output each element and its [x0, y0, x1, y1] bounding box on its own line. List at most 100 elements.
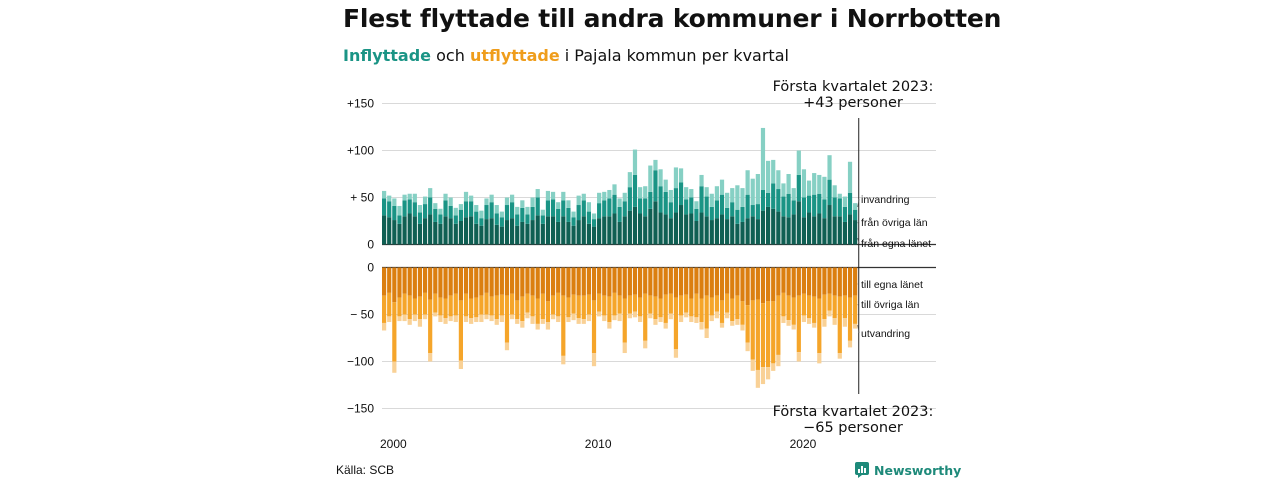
outflow-bar-segment	[382, 295, 387, 323]
outflow-bar-segment	[827, 293, 832, 311]
inflow-bar-segment	[627, 172, 632, 188]
inflow-bar-segment	[397, 215, 402, 224]
inflow-bar-segment	[812, 216, 817, 245]
inflow-bar-segment	[602, 200, 607, 217]
outflow-bar-segment	[791, 324, 796, 330]
inflow-bar-segment	[530, 197, 535, 207]
inflow-bar-segment	[689, 213, 694, 245]
brand-name: Newsworthy	[874, 462, 962, 478]
outflow-bar-segment	[842, 267, 847, 296]
outflow-bar-segment	[448, 316, 453, 322]
outflow-bar-segment	[627, 313, 632, 319]
inflow-bar-segment	[806, 212, 812, 245]
inflow-bar-segment	[504, 205, 510, 221]
outflow-bar-segment	[402, 267, 407, 294]
outflow-bar-segment	[525, 267, 530, 294]
inflow-bar-segment	[817, 174, 822, 194]
inflow-bar-segment	[433, 221, 438, 245]
inflow-bar-segment	[448, 218, 453, 245]
outflow-bar-segment	[540, 293, 545, 320]
inflow-bar-segment	[387, 201, 392, 218]
outflow-bar-segment	[597, 267, 602, 294]
inflow-bar-segment	[801, 197, 807, 218]
inflow-bar-segment	[494, 205, 499, 214]
inflow-bar-segment	[602, 216, 607, 245]
inflow-bar-segment	[453, 223, 458, 245]
outflow-bar-segment	[484, 314, 489, 320]
outflow-bar-segment	[453, 315, 458, 323]
inflow-bar-segment	[458, 221, 463, 245]
outflow-bar-segment	[632, 294, 638, 312]
inflow-bar-segment	[730, 216, 735, 245]
outflow-bar-segment	[730, 298, 735, 322]
inflow-bar-segment	[525, 206, 530, 215]
series-label: till egna länet	[861, 279, 923, 291]
outflow-bar-segment	[643, 267, 648, 294]
inflow-bar-segment	[837, 198, 842, 217]
inflow-bar-segment	[632, 174, 638, 207]
outflow-bar-segment	[581, 319, 586, 324]
inflow-bar-segment	[556, 221, 561, 245]
outflow-bar-segment	[771, 267, 776, 302]
outflow-bar-segment	[735, 267, 740, 296]
outflow-bar-segment	[771, 301, 776, 364]
inflow-bar-segment	[515, 214, 520, 226]
outflow-bar-segment	[755, 267, 760, 300]
outflow-bar-segment	[806, 318, 812, 324]
top-ytick-label: + 50	[350, 191, 374, 205]
outflow-bar-segment	[438, 267, 443, 298]
outflow-bar-segment	[750, 300, 755, 360]
outflow-bar-segment	[709, 297, 714, 316]
outflow-bar-segment	[479, 295, 484, 315]
inflow-bar-segment	[714, 218, 719, 245]
bottom-ytick-label: −100	[347, 355, 374, 369]
outflow-bar-segment	[740, 301, 745, 325]
bottom-ytick-label: 0	[367, 261, 374, 275]
outflow-bar-segment	[591, 353, 597, 367]
outflow-bar-segment	[638, 297, 643, 317]
inflow-bar-segment	[689, 197, 694, 214]
outflow-bar-segment	[586, 314, 591, 322]
outflow-bar-segment	[648, 267, 653, 296]
outflow-bar-segment	[638, 316, 643, 323]
inflow-bar-segment	[735, 223, 740, 245]
outflow-bar-segment	[530, 316, 535, 324]
outflow-bar-segment	[474, 317, 479, 323]
outflow-bar-segment	[458, 267, 463, 301]
outflow-bar-segment	[663, 294, 668, 323]
inflow-bar-segment	[766, 206, 771, 245]
inflow-bar-segment	[438, 208, 443, 215]
outflow-bar-segment	[417, 296, 423, 320]
chart-subtitle: Inflyttade och utflyttade i Pajala kommu…	[343, 46, 789, 65]
outflow-bar-segment	[699, 298, 704, 323]
outflow-bar-segment	[801, 315, 807, 323]
outflow-bar-segment	[776, 295, 781, 355]
outflow-bar-segment	[689, 316, 694, 323]
outflow-bar-segment	[638, 267, 643, 298]
outflow-bar-segment	[550, 295, 556, 315]
inflow-bar-segment	[469, 195, 474, 202]
outflow-bar-segment	[668, 293, 673, 314]
inflow-bar-segment	[796, 201, 801, 245]
outflow-bar-segment	[586, 267, 591, 295]
inflow-bar-segment	[719, 179, 725, 195]
inflow-bar-segment	[417, 205, 423, 213]
outflow-bar-segment	[817, 353, 822, 364]
inflow-bar-segment	[776, 211, 781, 245]
outflow-bar-segment	[740, 267, 745, 302]
outflow-bar-segment	[571, 313, 576, 321]
outflow-bar-segment	[673, 267, 679, 298]
outflow-bar-segment	[704, 328, 709, 338]
outflow-bar-segment	[847, 267, 853, 298]
inflow-bar-segment	[407, 213, 412, 245]
outflow-bar-segment	[561, 295, 566, 356]
outflow-bar-segment	[786, 320, 791, 326]
outflow-bar-segment	[622, 267, 627, 299]
outflow-bar-segment	[586, 294, 591, 315]
outflow-bar-segment	[725, 267, 730, 294]
outflow-bar-segment	[571, 267, 576, 295]
inflow-bar-segment	[617, 221, 622, 245]
inflow-bar-segment	[709, 193, 714, 207]
outflow-bar-segment	[714, 311, 719, 319]
inflow-bar-segment	[766, 160, 771, 193]
